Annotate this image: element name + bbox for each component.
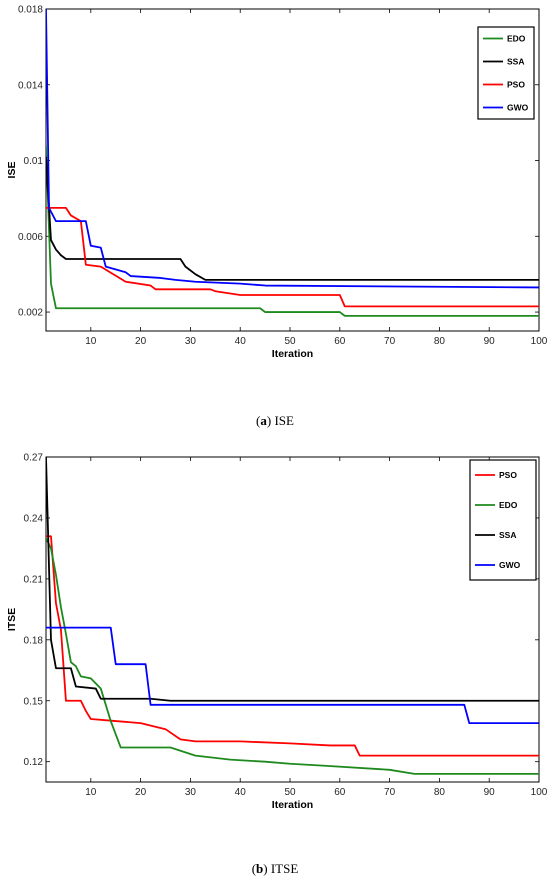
x-tick-label: 80 bbox=[434, 336, 446, 347]
x-axis-label: Iteration bbox=[272, 799, 313, 811]
x-tick-label: 90 bbox=[484, 336, 496, 347]
legend: PSO EDO SSA GWO bbox=[469, 459, 537, 581]
series-line-ssa bbox=[46, 457, 539, 702]
legend-label-gwo: GWO bbox=[507, 103, 529, 113]
x-axis-label: Iteration bbox=[272, 348, 313, 360]
chart-panel-a: 10 20 30 40 50 60 70 80 90 100 0.002 0.006 0.01 0.014… bbox=[6, 5, 548, 429]
y-tick-label: 0.12 bbox=[24, 757, 44, 768]
legend-label-edo: EDO bbox=[499, 500, 518, 510]
series-group bbox=[46, 9, 539, 317]
chart-panel-b: 10 20 30 40 50 60 70 80 90 100 0.12 0.15 0.18 0.21 0.2… bbox=[6, 453, 548, 877]
x-tick-label: 100 bbox=[531, 336, 548, 347]
y-tick-label: 0.18 bbox=[24, 635, 44, 646]
legend: EDO SSA PSO GWO bbox=[477, 26, 535, 120]
x-tick-label: 70 bbox=[384, 336, 396, 347]
x-tick-label: 10 bbox=[85, 787, 97, 798]
y-tick-label: 0.24 bbox=[24, 513, 44, 524]
y-tick-label: 0.014 bbox=[18, 80, 43, 91]
y-tick-label: 0.21 bbox=[24, 574, 44, 585]
y-tick-label: 0.01 bbox=[24, 156, 44, 167]
figure-caption: (a) ISE bbox=[256, 413, 294, 428]
y-tick-label: 0.018 bbox=[18, 5, 43, 16]
x-tick-label: 50 bbox=[284, 336, 296, 347]
series-line-pso bbox=[46, 206, 539, 308]
series-line-edo bbox=[46, 145, 539, 317]
x-tick-label: 30 bbox=[185, 787, 197, 798]
plot-frame bbox=[45, 456, 540, 783]
x-tick-label: 70 bbox=[384, 787, 396, 798]
x-tick-label: 40 bbox=[235, 787, 247, 798]
legend-label-ssa: SSA bbox=[499, 530, 516, 540]
x-tick-label: 100 bbox=[531, 787, 548, 798]
y-axis-label: ISE bbox=[6, 162, 18, 179]
x-tick-label: 10 bbox=[85, 336, 97, 347]
legend-label-ssa: SSA bbox=[507, 57, 524, 67]
y-tick-label: 0.27 bbox=[24, 453, 44, 464]
x-tick-label: 60 bbox=[334, 787, 346, 798]
series-line-gwo bbox=[46, 9, 539, 289]
y-tick-label: 0.002 bbox=[18, 308, 43, 319]
x-tick-label: 90 bbox=[484, 787, 496, 798]
figure-caption: (b) ITSE bbox=[252, 861, 299, 876]
caption-letter: b bbox=[256, 861, 263, 876]
legend-label-pso: PSO bbox=[507, 80, 525, 90]
x-tick-label: 80 bbox=[434, 787, 446, 798]
x-tick-label: 30 bbox=[185, 336, 197, 347]
x-tick-label: 60 bbox=[334, 336, 346, 347]
y-axis-label: ITSE bbox=[6, 608, 18, 631]
x-tick-label: 50 bbox=[284, 787, 296, 798]
x-tick-label: 20 bbox=[135, 787, 147, 798]
y-tick-label: 0.15 bbox=[24, 696, 44, 707]
legend-label-gwo: GWO bbox=[499, 560, 521, 570]
series-line-pso bbox=[46, 535, 539, 757]
legend-label-pso: PSO bbox=[499, 470, 517, 480]
caption-letter: a bbox=[260, 413, 267, 428]
series-line-gwo bbox=[46, 626, 539, 724]
legend-label-edo: EDO bbox=[507, 34, 526, 44]
x-tick-label: 20 bbox=[135, 336, 147, 347]
series-group bbox=[46, 457, 539, 775]
legend-box bbox=[477, 26, 535, 120]
plot-frame bbox=[45, 8, 540, 332]
y-tick-label: 0.006 bbox=[18, 232, 43, 243]
legend-box bbox=[469, 459, 537, 581]
x-tick-label: 40 bbox=[235, 336, 247, 347]
series-line-edo bbox=[46, 537, 539, 775]
series-line-ssa bbox=[46, 156, 539, 281]
